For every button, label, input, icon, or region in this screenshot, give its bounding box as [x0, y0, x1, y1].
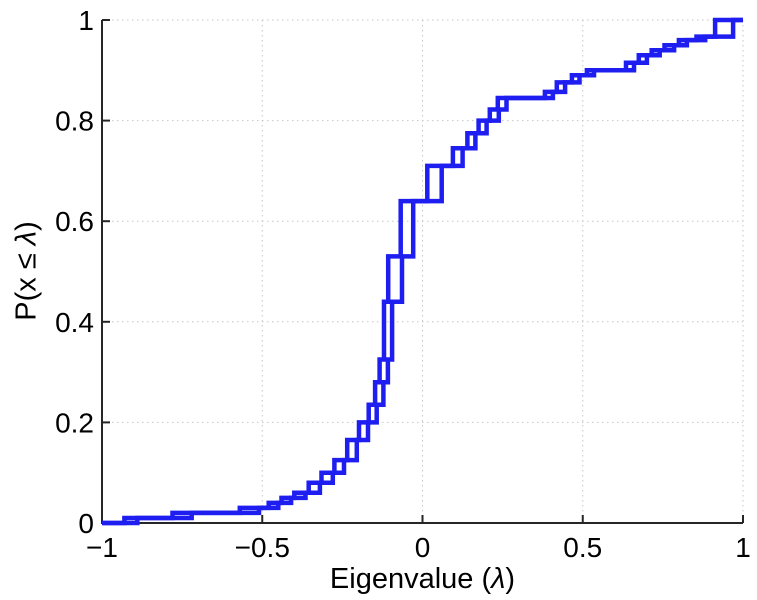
x-axis-label: Eigenvalue (λ) [102, 563, 743, 596]
x-tick-label: 0 [415, 532, 431, 563]
x-axis-label-text: Eigenvalue ( [329, 563, 492, 595]
lambda-symbol: λ [10, 230, 43, 246]
x-tick-label: 0.5 [563, 532, 602, 563]
y-tick-label: 0.2 [55, 407, 94, 438]
y-axis-label: P(x ≤ λ) [11, 221, 44, 320]
lambda-symbol: λ [491, 563, 506, 595]
x-tick-label: −0.5 [235, 532, 290, 563]
y-tick-label: 0 [78, 508, 94, 539]
x-tick-label: −1 [86, 532, 118, 563]
y-tick-label: 1 [78, 5, 94, 36]
y-tick-label: 0.4 [55, 307, 94, 338]
y-axis-label-text: P(x ≤ [10, 245, 43, 321]
ecdf-series-2-line [102, 17, 743, 526]
x-tick-label: 1 [735, 532, 751, 563]
y-tick-label: 0.8 [55, 106, 94, 137]
y-axis-label-close: ) [10, 221, 43, 231]
y-tick-label: 0.6 [55, 206, 94, 237]
x-axis-label-close: ) [505, 563, 516, 595]
